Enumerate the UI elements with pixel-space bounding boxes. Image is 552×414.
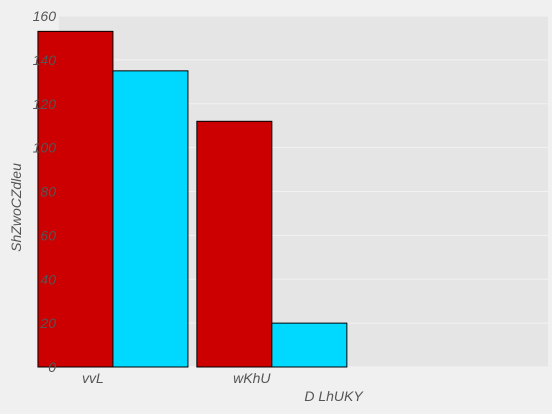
y-tick-label: 60	[40, 227, 56, 243]
y-tick-label: 120	[33, 96, 57, 112]
x-tick-label: wKhU	[233, 370, 271, 386]
y-tick-label: 100	[33, 140, 57, 156]
y-tick-label: 0	[48, 359, 56, 375]
y-axis-label: ShZwoCZdleu	[8, 163, 24, 252]
bar-vvL-1	[113, 71, 188, 367]
x-tick-label: vvL	[82, 370, 104, 386]
bar-wKhU-1	[272, 323, 347, 367]
bar-wKhU-0	[197, 121, 272, 367]
y-tick-label: 140	[33, 52, 57, 68]
y-tick-label: 80	[40, 184, 56, 200]
y-tick-label: 20	[39, 315, 56, 331]
y-tick-label: 40	[40, 271, 56, 287]
x-axis-label: D LhUKY	[304, 388, 364, 404]
y-tick-label: 160	[33, 8, 57, 24]
